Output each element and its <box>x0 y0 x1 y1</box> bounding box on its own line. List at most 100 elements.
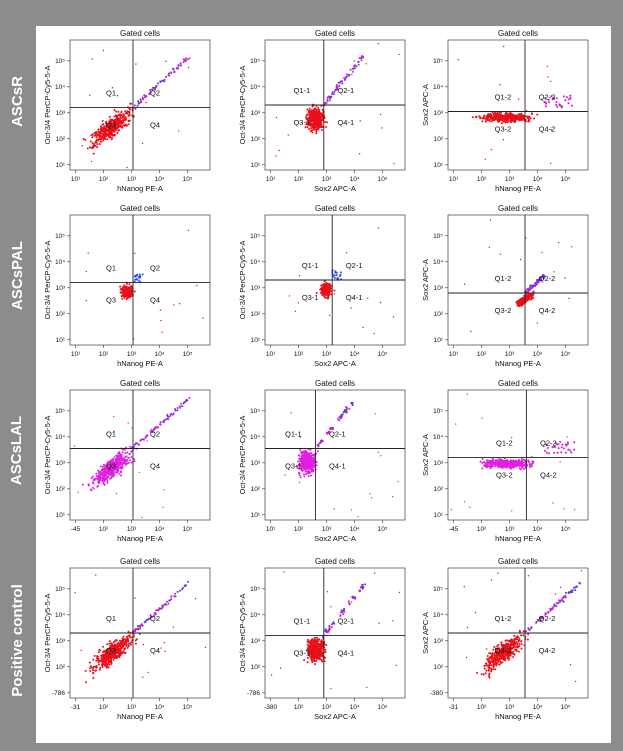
y-tick-label: 10⁵ <box>250 586 260 593</box>
cell-point <box>154 88 156 91</box>
y-tick-label: 10¹ <box>56 337 66 344</box>
cell-point <box>97 138 100 141</box>
cell-point <box>107 123 110 126</box>
cell-point <box>172 626 175 628</box>
cell-point <box>317 648 320 651</box>
cell-point <box>508 462 511 465</box>
cell-point <box>141 142 144 145</box>
cell-point <box>103 136 106 139</box>
cell-point <box>279 667 282 669</box>
cell-point <box>307 117 309 120</box>
cell-point <box>305 473 308 476</box>
cell-point <box>310 118 313 121</box>
cell-point <box>527 288 530 291</box>
cell-point <box>161 604 164 607</box>
plot-area <box>69 214 211 346</box>
y-tick-label: 10³ <box>56 110 66 117</box>
cell-point <box>484 158 486 160</box>
plot-title: Gated cells <box>120 557 160 566</box>
cell-point <box>165 418 168 420</box>
x-tick-label: 10¹ <box>266 351 276 358</box>
cell-point <box>194 598 197 600</box>
cell-point <box>555 97 558 100</box>
cell-point <box>564 451 567 454</box>
cell-point <box>126 290 129 293</box>
y-axis-label: Oct-3/4 PerCP-Cy5-5-A <box>238 241 247 320</box>
cell-point <box>310 470 313 473</box>
cell-point <box>127 422 129 424</box>
x-axis-label: hNanog PE-A <box>495 359 541 368</box>
cell-point <box>120 457 123 460</box>
cell-point <box>303 659 306 661</box>
cell-point <box>377 451 380 453</box>
cell-point <box>325 287 328 290</box>
cell-point <box>88 661 91 664</box>
cell-point <box>573 509 576 511</box>
cell-point <box>102 127 104 130</box>
cell-point <box>569 449 572 452</box>
cell-point <box>127 640 130 643</box>
cell-point <box>141 438 144 441</box>
cell-point <box>110 473 113 476</box>
cell-point <box>116 651 119 654</box>
cell-point <box>290 412 292 414</box>
x-tick-label: 10⁵ <box>183 704 193 711</box>
quadrant-label: Q4 <box>150 296 160 305</box>
cell-point <box>501 115 503 118</box>
cell-point <box>117 461 120 464</box>
cell-point <box>348 407 351 410</box>
quadrant-label: Q1-2 <box>495 274 512 283</box>
cell-point <box>311 641 314 644</box>
cell-point <box>297 302 300 304</box>
cell-point <box>113 656 116 659</box>
cell-point <box>95 659 98 662</box>
cell-point <box>312 454 315 457</box>
cell-point <box>180 402 183 405</box>
cell-point <box>513 121 516 124</box>
x-tick-label: 10³ <box>322 526 332 533</box>
cell-point <box>320 659 323 662</box>
cell-point <box>129 291 132 294</box>
x-axis-label: hNanog PE-A <box>495 534 541 543</box>
plot-area <box>69 389 211 521</box>
cell-point <box>315 464 318 467</box>
cell-point <box>550 129 553 131</box>
cell-point <box>534 283 537 286</box>
cell-point <box>124 452 127 454</box>
cell-point <box>308 119 311 122</box>
cell-point <box>319 441 322 444</box>
cell-point <box>521 303 524 306</box>
cell-point <box>113 123 116 126</box>
cell-point <box>529 285 532 288</box>
cell-point <box>311 109 314 112</box>
cell-point <box>90 160 93 163</box>
cell-point <box>318 120 321 123</box>
cell-point <box>305 123 308 126</box>
cell-point <box>133 280 136 283</box>
y-axis-label: Oct-3/4 PerCP-Cy5-5-A <box>43 66 52 145</box>
cell-point <box>97 481 100 484</box>
cell-point <box>342 613 345 616</box>
cell-point <box>112 658 115 661</box>
cell-point <box>103 478 106 481</box>
cell-point <box>570 451 573 454</box>
cell-point <box>499 253 502 255</box>
cell-point <box>110 133 113 136</box>
y-axis-label: Oct-3/4 PerCP-Cy5-5-A <box>238 416 247 495</box>
y-tick-label: 10³ <box>434 460 444 467</box>
cell-point <box>117 110 120 113</box>
cell-point <box>567 448 570 451</box>
cell-point <box>106 480 109 482</box>
cell-point <box>532 460 535 463</box>
x-tick-label: 10¹ <box>266 526 276 533</box>
cell-point <box>124 641 127 644</box>
cell-point <box>311 463 314 466</box>
cell-point <box>129 459 131 462</box>
cell-point <box>345 408 347 411</box>
cell-point <box>520 119 523 121</box>
cell-point <box>531 286 533 289</box>
cell-point <box>298 457 301 460</box>
cell-point <box>306 108 309 111</box>
x-tick-label: 10² <box>99 176 109 183</box>
cell-point <box>311 638 313 641</box>
